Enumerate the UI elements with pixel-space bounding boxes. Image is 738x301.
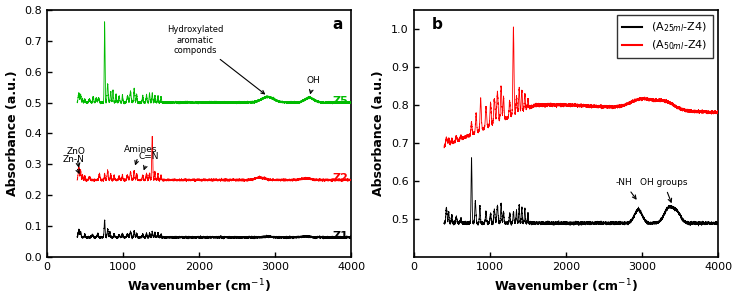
- Text: Hydroxylated
aromatic
componds: Hydroxylated aromatic componds: [167, 25, 264, 94]
- X-axis label: Wavenumber (cm$^{-1}$): Wavenumber (cm$^{-1}$): [494, 278, 638, 296]
- Text: C=N: C=N: [139, 152, 159, 169]
- Text: Amines: Amines: [124, 145, 157, 164]
- Text: OH groups: OH groups: [640, 178, 687, 202]
- Text: OH: OH: [306, 76, 320, 93]
- Text: b: b: [432, 17, 443, 32]
- Y-axis label: Absorbance (a.u.): Absorbance (a.u.): [373, 71, 385, 196]
- Text: -NH: -NH: [615, 178, 636, 199]
- Text: ZnO: ZnO: [66, 147, 85, 167]
- Text: Zn-N: Zn-N: [63, 155, 84, 173]
- Text: Z2: Z2: [332, 173, 348, 183]
- Text: a: a: [332, 17, 342, 32]
- Y-axis label: Absorbance (a.u.): Absorbance (a.u.): [6, 71, 18, 196]
- X-axis label: Wavenumber (cm$^{-1}$): Wavenumber (cm$^{-1}$): [127, 278, 271, 296]
- Text: Z1: Z1: [332, 231, 348, 241]
- Legend: (A$_{25ml}$-Z4), (A$_{50ml}$-Z4): (A$_{25ml}$-Z4), (A$_{50ml}$-Z4): [617, 15, 713, 58]
- Text: Z5: Z5: [332, 96, 348, 106]
